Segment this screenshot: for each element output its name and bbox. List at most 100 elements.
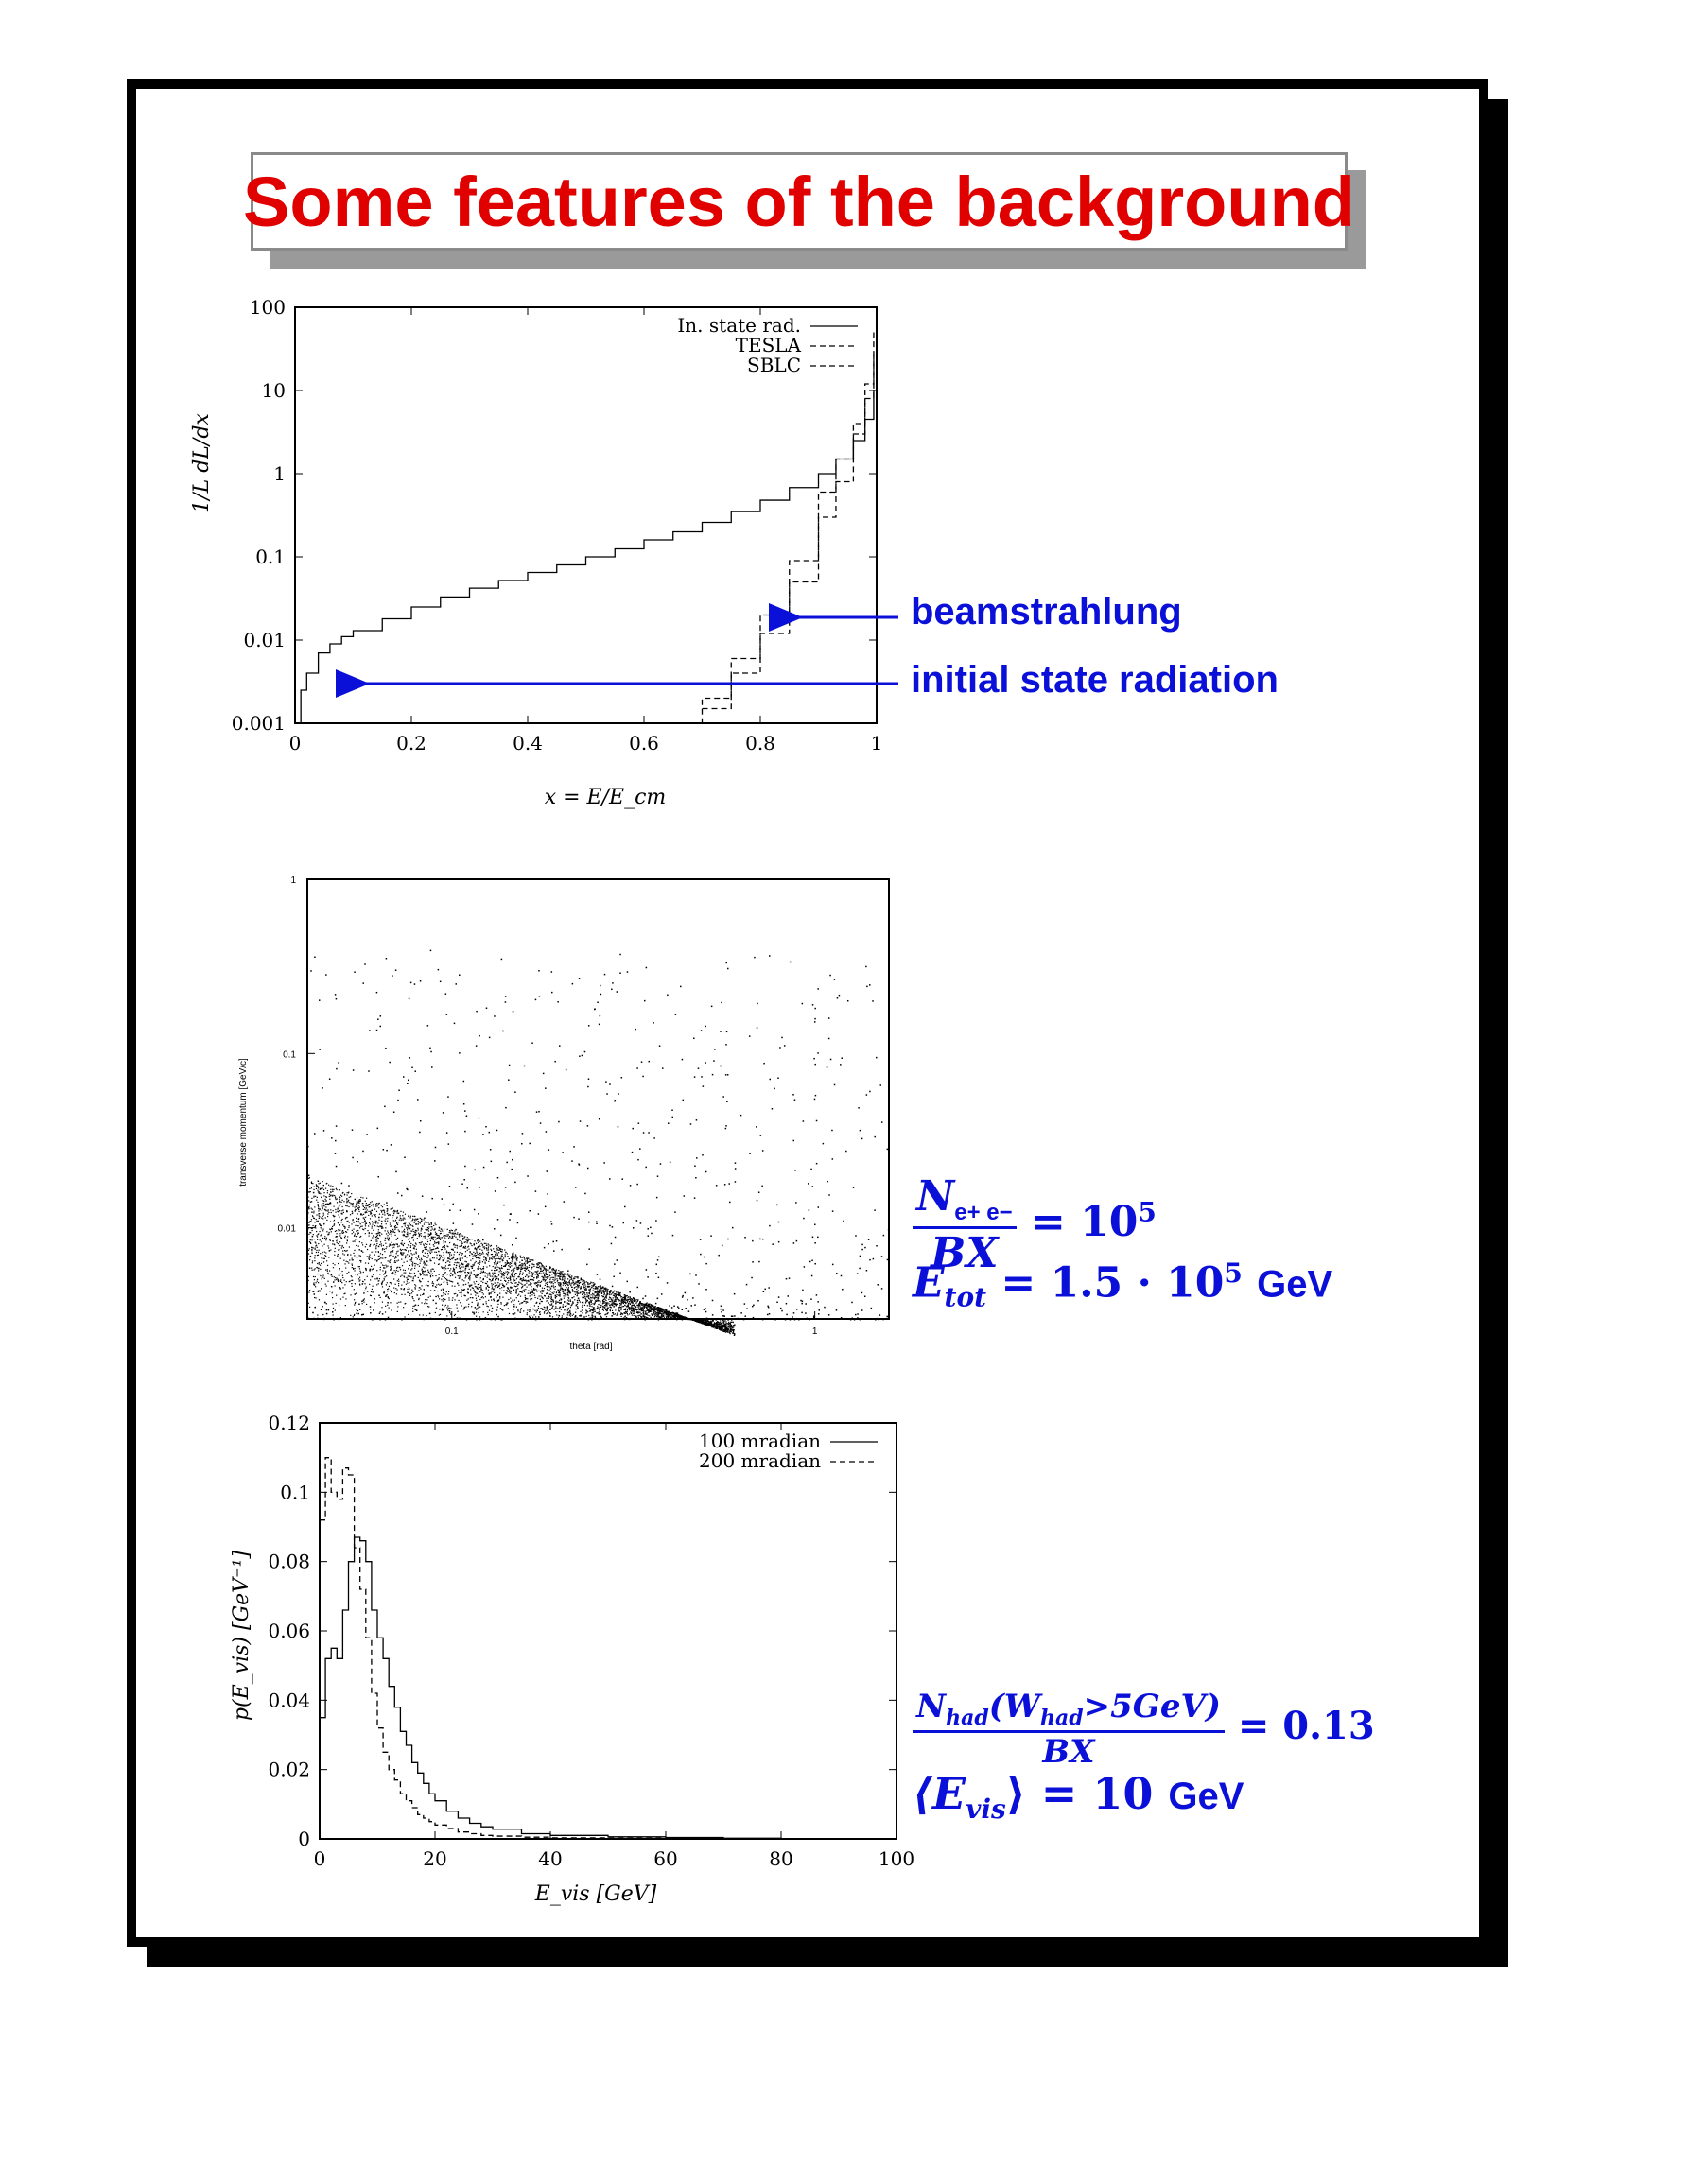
chart2-point — [624, 1296, 626, 1298]
chart2-point — [485, 1287, 487, 1289]
chart2-point — [395, 1293, 398, 1295]
chart2-point — [311, 1269, 313, 1271]
chart2-point — [447, 1245, 449, 1248]
chart2-point — [380, 1209, 382, 1212]
chart2-point — [366, 1275, 368, 1277]
chart2-point — [309, 1231, 311, 1234]
chart2-point — [464, 1245, 467, 1247]
chart2-point — [584, 1298, 587, 1300]
chart2-point — [404, 1316, 406, 1318]
chart2-point — [526, 1313, 528, 1316]
chart2-point — [569, 1300, 572, 1302]
chart2-point — [519, 1264, 521, 1266]
chart2-point — [465, 1306, 467, 1308]
chart2-point — [332, 1225, 334, 1228]
chart2-point — [387, 1230, 389, 1232]
chart2-point — [574, 1286, 576, 1289]
chart2-point — [531, 1272, 532, 1274]
chart2-point — [434, 1236, 436, 1238]
chart2-point — [327, 1264, 329, 1267]
chart2-point — [473, 1270, 475, 1272]
chart2-point — [438, 1236, 440, 1239]
chart2-point — [473, 1263, 475, 1265]
chart2-point — [519, 1291, 521, 1293]
chart2-point — [446, 1235, 448, 1238]
chart2-point — [348, 1262, 350, 1264]
chart2-point — [720, 1327, 722, 1329]
chart2-point — [603, 1300, 605, 1303]
chart2-point — [463, 1307, 465, 1309]
chart2-point — [337, 1279, 339, 1282]
chart2-point — [456, 1304, 458, 1306]
chart2-point — [564, 1309, 566, 1311]
chart2-point — [715, 1325, 717, 1326]
chart2-point — [660, 1314, 663, 1316]
chart2-point — [497, 1274, 500, 1276]
chart2-point — [520, 1291, 522, 1292]
chart2-point — [620, 1303, 622, 1305]
chart2-point — [446, 1283, 449, 1285]
chart2-point — [585, 1301, 587, 1303]
chart2-point — [620, 1309, 622, 1311]
chart2-point — [537, 1270, 539, 1272]
chart2-point — [541, 1264, 543, 1267]
chart2-point — [397, 1259, 400, 1261]
chart2-point — [390, 1252, 392, 1254]
chart2-point — [676, 1318, 679, 1320]
chart2-point — [671, 1316, 673, 1318]
chart2-point — [616, 1314, 618, 1316]
chart2-point — [417, 1227, 419, 1229]
chart2-point — [640, 1304, 642, 1306]
chart2-point — [557, 1317, 560, 1319]
chart2-point — [445, 1278, 447, 1280]
chart2-point — [576, 1317, 578, 1319]
chart2-point — [339, 1199, 340, 1201]
chart2-point — [308, 1224, 310, 1226]
chart2-point — [309, 1221, 311, 1222]
chart2-point — [610, 1291, 612, 1292]
chart2-point — [555, 1291, 558, 1292]
chart2-point — [316, 1186, 318, 1187]
chart2-point — [415, 1257, 417, 1258]
chart2-point — [533, 1292, 535, 1294]
chart2-point — [442, 1246, 444, 1248]
chart2-point — [369, 1269, 371, 1271]
chart2-point — [408, 1313, 409, 1316]
chart2-point — [579, 1288, 582, 1290]
chart2-point — [586, 1299, 588, 1302]
chart2-point — [381, 1254, 384, 1256]
chart2-point — [647, 1305, 650, 1307]
chart2-point — [525, 1289, 527, 1291]
chart2-point — [499, 1250, 502, 1253]
chart2-point — [602, 1309, 605, 1311]
chart2-point — [508, 1265, 510, 1267]
chart2-point — [535, 1316, 537, 1318]
chart2-point — [335, 1187, 338, 1189]
chart2-point — [552, 1305, 554, 1307]
chart2-point — [321, 1234, 322, 1236]
chart2-point — [381, 1282, 383, 1284]
chart2-point — [577, 1285, 579, 1287]
chart2-point — [466, 1240, 468, 1242]
chart2-point — [593, 1293, 595, 1295]
chart2-point — [521, 1262, 523, 1265]
chart2-point — [554, 1279, 556, 1281]
chart2-point — [385, 1294, 387, 1296]
chart2-point — [403, 1272, 405, 1274]
chart2-point — [464, 1274, 467, 1277]
chart2-point — [386, 1205, 388, 1207]
chart2-point — [574, 1291, 576, 1292]
chart2-point — [392, 1247, 393, 1249]
chart2-point — [509, 1262, 511, 1264]
chart2-point — [459, 1317, 461, 1319]
chart2-point — [381, 1283, 383, 1286]
chart2-point — [468, 1303, 470, 1305]
chart2-point — [496, 1269, 498, 1272]
chart2-point — [509, 1277, 511, 1280]
chart2-point — [611, 1302, 613, 1304]
chart2-point — [485, 1288, 487, 1290]
chart2-point — [499, 1249, 501, 1251]
chart2-point — [380, 1226, 382, 1228]
chart2-point — [631, 1302, 633, 1304]
chart2-point — [402, 1218, 404, 1220]
